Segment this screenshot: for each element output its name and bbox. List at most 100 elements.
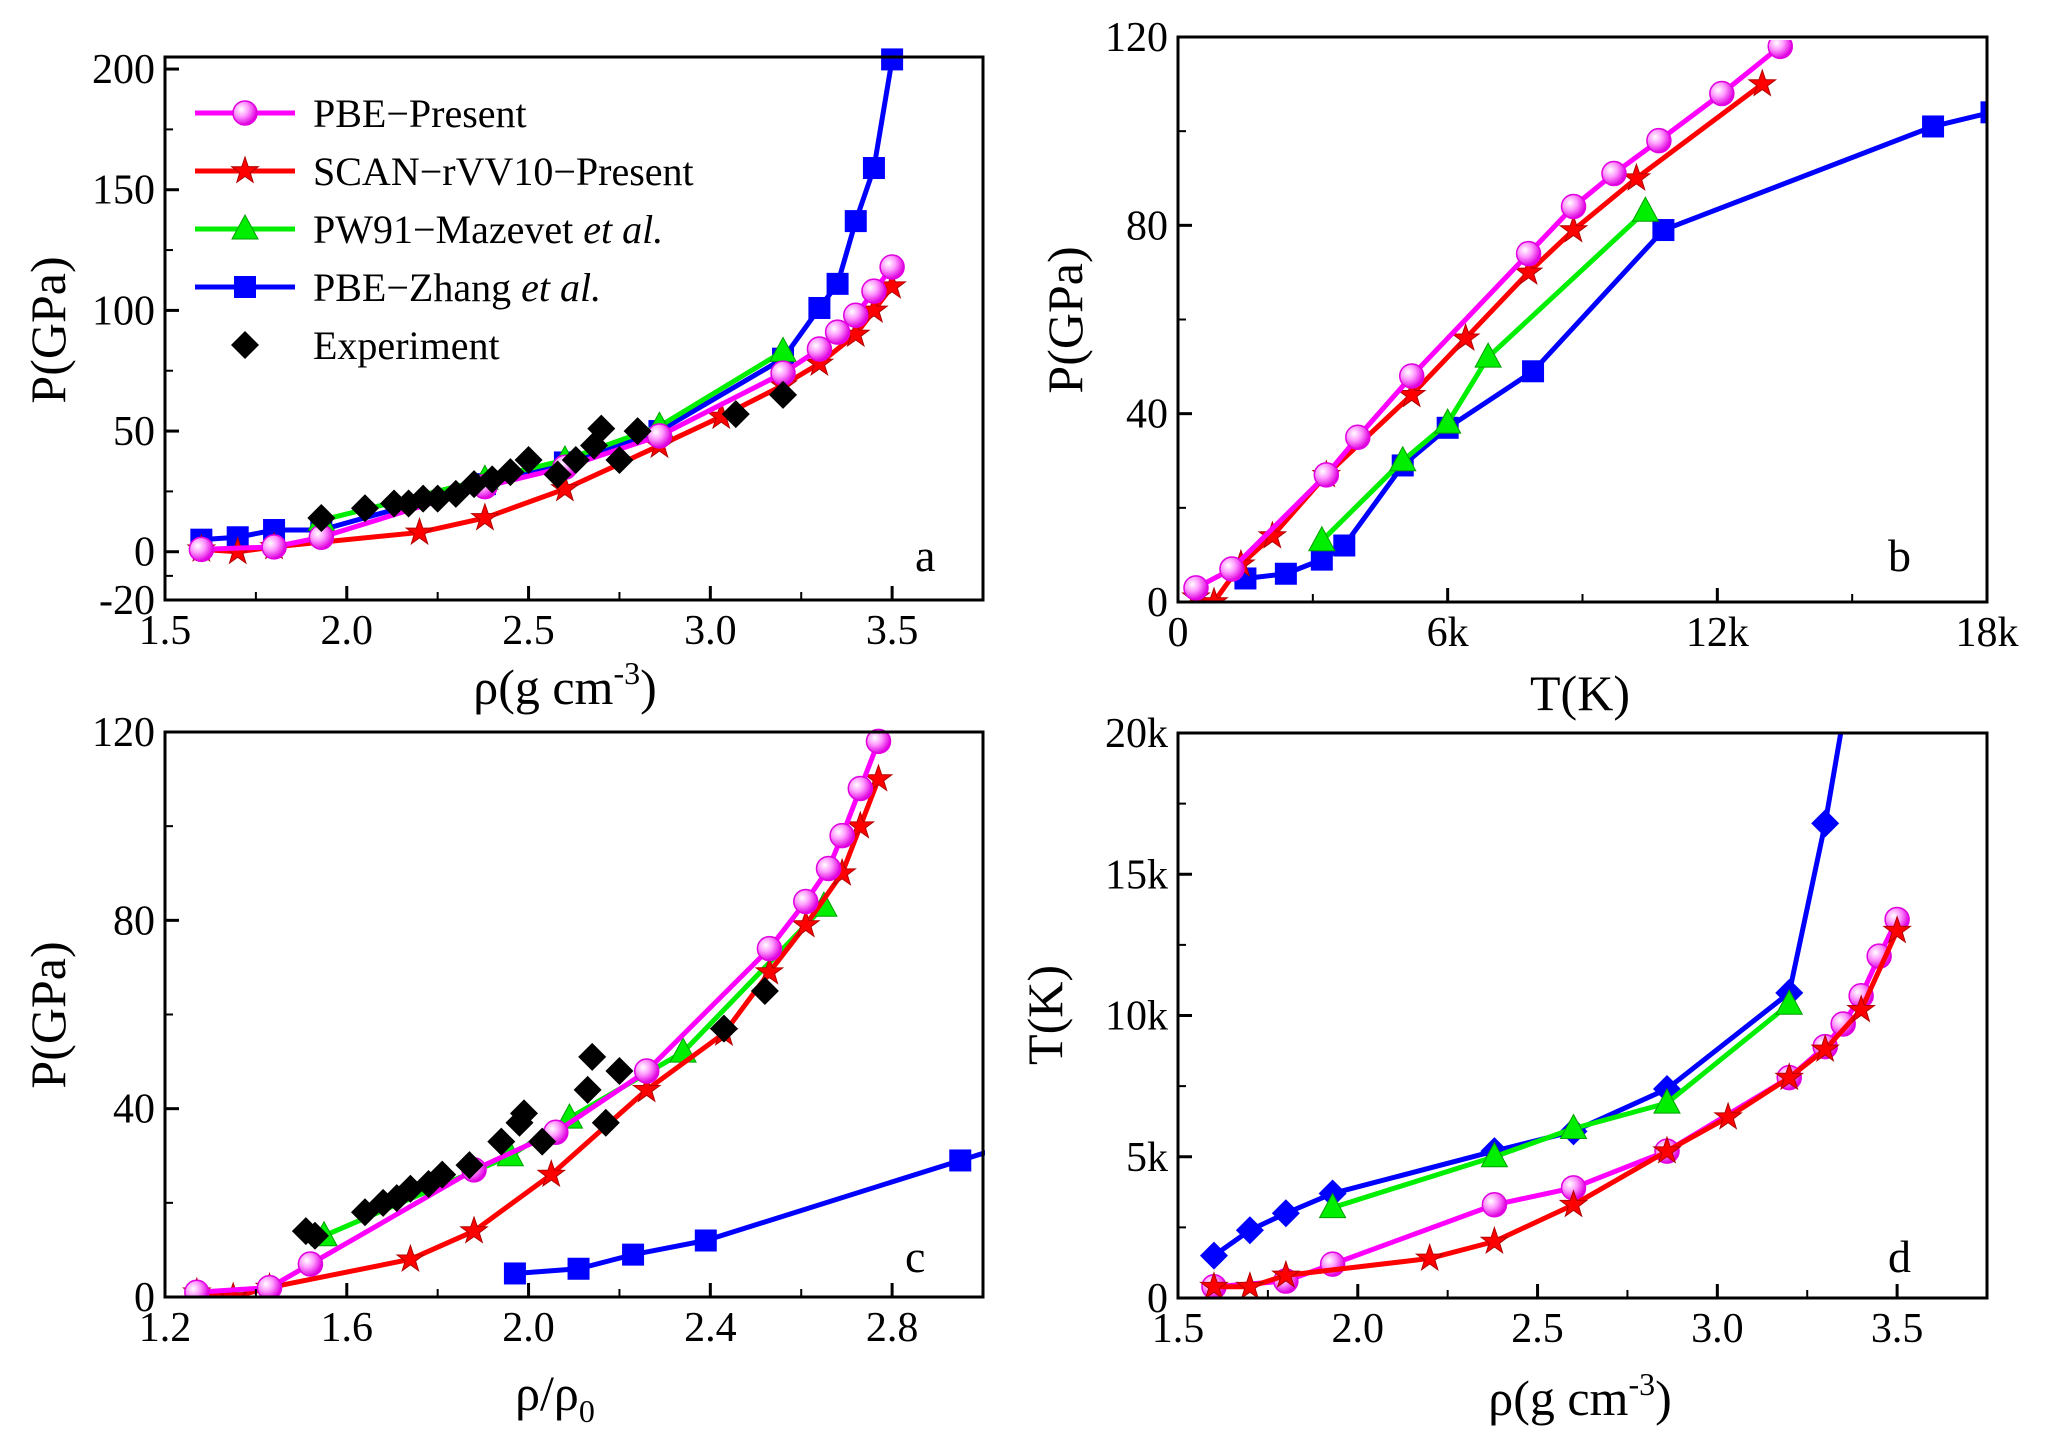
panel-b-point-scan [1450, 322, 1481, 351]
panel-d-series-pbe [1201, 906, 1910, 1298]
panel-b-ytick-label: 120 [1105, 15, 1168, 61]
panel-d-series-scan [1199, 915, 1912, 1298]
legend-marker-pw91 [231, 213, 259, 240]
panel-c-xtick-label: 2.4 [684, 1305, 737, 1351]
panel-a-xlabel: ρ(g cm-3) [473, 655, 657, 715]
panel-d-xlabel-main: ρ(g cm [1488, 1370, 1628, 1426]
legend-marker-exp [231, 331, 259, 359]
legend: PBE−Present SCAN−rVV10−Present PW91−Mazeve… [195, 91, 694, 368]
panel-a-point-exp [721, 400, 750, 429]
panel-c-xlabel: ρ/ρ0 [515, 1365, 595, 1429]
panel-c-point-scan [791, 909, 821, 938]
panel-d-series-pw91 [1318, 989, 1804, 1219]
panel-d-point-scan [1882, 915, 1912, 944]
panel-d-point-scan [1774, 1062, 1805, 1091]
panel-a-point-pbe [188, 536, 215, 563]
legend-marker-zhang [234, 276, 256, 298]
panel-c-point-exp [300, 1221, 329, 1250]
legend-label-pw91: PW91−Mazevet et al. [313, 207, 663, 252]
legend-label-pbe: PBE−Present [313, 91, 527, 136]
panel-b-letter: b [1888, 530, 1911, 581]
panel-a-point-pbe [879, 254, 905, 280]
panel-d: 1.5 2.0 2.5 3.0 3.5 0 5k 10k 15k 20k d T(K) ρ(g c… [1017, 711, 1989, 1426]
panel-a-ytick-label: -20 [99, 578, 155, 624]
panel-a-point-pbe [861, 278, 887, 304]
panel-c-point-exp [487, 1127, 516, 1156]
panel-d-xtick-label: 2.5 [1511, 1306, 1564, 1352]
panel-c-ytick-label: 80 [113, 898, 155, 944]
panel-a-letter: a [915, 530, 935, 581]
panel-d-line-scan [1213, 929, 1900, 1290]
panel-d-point-zhang [1235, 1216, 1264, 1245]
panel-b-point-pbe [1515, 240, 1542, 267]
panel-c-point-exp [709, 1014, 738, 1043]
panel-c-point-pbe [829, 822, 855, 849]
panel-c-xtick-label: 2.0 [502, 1305, 555, 1351]
panel-c-xtick-label: 2.8 [866, 1305, 919, 1351]
panel-d-point-pbe [1830, 1011, 1856, 1037]
panel-c-line-zhang [514, 1150, 985, 1276]
panel-a-point-zhang [808, 296, 831, 319]
panel-c-point-zhang [567, 1257, 590, 1280]
panel-b-point-zhang [1980, 101, 1987, 124]
panel-a-frame [163, 55, 985, 602]
legend-label-pw91-italic: et al. [583, 207, 663, 252]
panel-a-xlabel-sup: -3 [613, 655, 640, 691]
panel-b-point-pbe [1345, 424, 1371, 450]
panel-c-ytick-label: 0 [134, 1275, 155, 1321]
panel-a-xtick-label: 3.5 [866, 608, 919, 654]
panel-d-ytick-label: 20k [1105, 711, 1168, 757]
panel-a-ytick-label: 50 [113, 409, 155, 455]
panel-a-point-exp [409, 484, 438, 513]
panel-b-point-pbe [1183, 575, 1209, 601]
panel-a-point-zhang [844, 210, 867, 233]
panel-c-point-zhang [503, 1262, 526, 1285]
panel-b-ylabel: P(GPa) [1037, 246, 1093, 393]
panel-b-line-zhang [1245, 110, 1987, 581]
panel-b-point-zhang [1333, 534, 1356, 557]
panel-c-point-zhang [995, 1135, 1017, 1157]
panel-b-point-zhang [1922, 115, 1945, 138]
panel-b-point-scan [1513, 256, 1544, 285]
panel-d-point-scan [1846, 994, 1876, 1023]
panel-a-ytick-label: 0 [134, 530, 155, 576]
legend-label-zhang-text: PBE−Zhang [313, 265, 521, 310]
panel-a-point-exp [514, 446, 543, 475]
panel-a-xtick-label: 1.5 [139, 608, 192, 654]
panel-b-point-pw91 [1388, 445, 1417, 472]
legend-label-zhang: PBE−Zhang et al. [313, 265, 601, 310]
panel-c-ytick-label: 120 [92, 710, 155, 756]
panel-b-point-pbe [1767, 40, 1794, 60]
panel-a-line-scan [201, 284, 895, 555]
panel-d-point-pw91 [1653, 1088, 1681, 1114]
panel-d-point-scan [1271, 1259, 1301, 1288]
panel-c-point-pbe [756, 935, 783, 962]
panel-a-point-exp [307, 503, 336, 532]
legend-marker-pbe [232, 100, 258, 126]
panel-a-point-exp [380, 489, 409, 518]
panel-c-point-pbe [297, 1251, 324, 1277]
panel-d-xtick-label: 3.0 [1691, 1306, 1744, 1352]
panel-b-point-scan [1747, 68, 1778, 97]
panel-b-point-pbe [1398, 363, 1425, 389]
panel-c-point-exp [578, 1042, 607, 1071]
panel-b-point-pbe [1313, 462, 1340, 488]
panel-c-series-scan [182, 763, 894, 1297]
panel-c-xlabel-sub: 0 [579, 1393, 595, 1429]
panel-b-point-zhang [1310, 548, 1333, 571]
panel-a-point-exp [350, 494, 379, 523]
panel-b-ytick-label: 40 [1126, 392, 1168, 438]
legend-item-exp: Experiment [231, 323, 500, 368]
panel-c-point-pbe [256, 1274, 283, 1297]
panel-a-point-scan [470, 502, 500, 531]
panel-a-series-scan [186, 270, 907, 565]
panel-d-series-zhang [1199, 733, 1844, 1270]
panel-a-point-pbe [824, 319, 851, 345]
panel-a-point-exp [543, 460, 572, 489]
legend-label-exp-text: Experiment [313, 323, 500, 368]
panel-c-point-exp [573, 1075, 602, 1104]
legend-label-exp: Experiment [313, 323, 500, 368]
